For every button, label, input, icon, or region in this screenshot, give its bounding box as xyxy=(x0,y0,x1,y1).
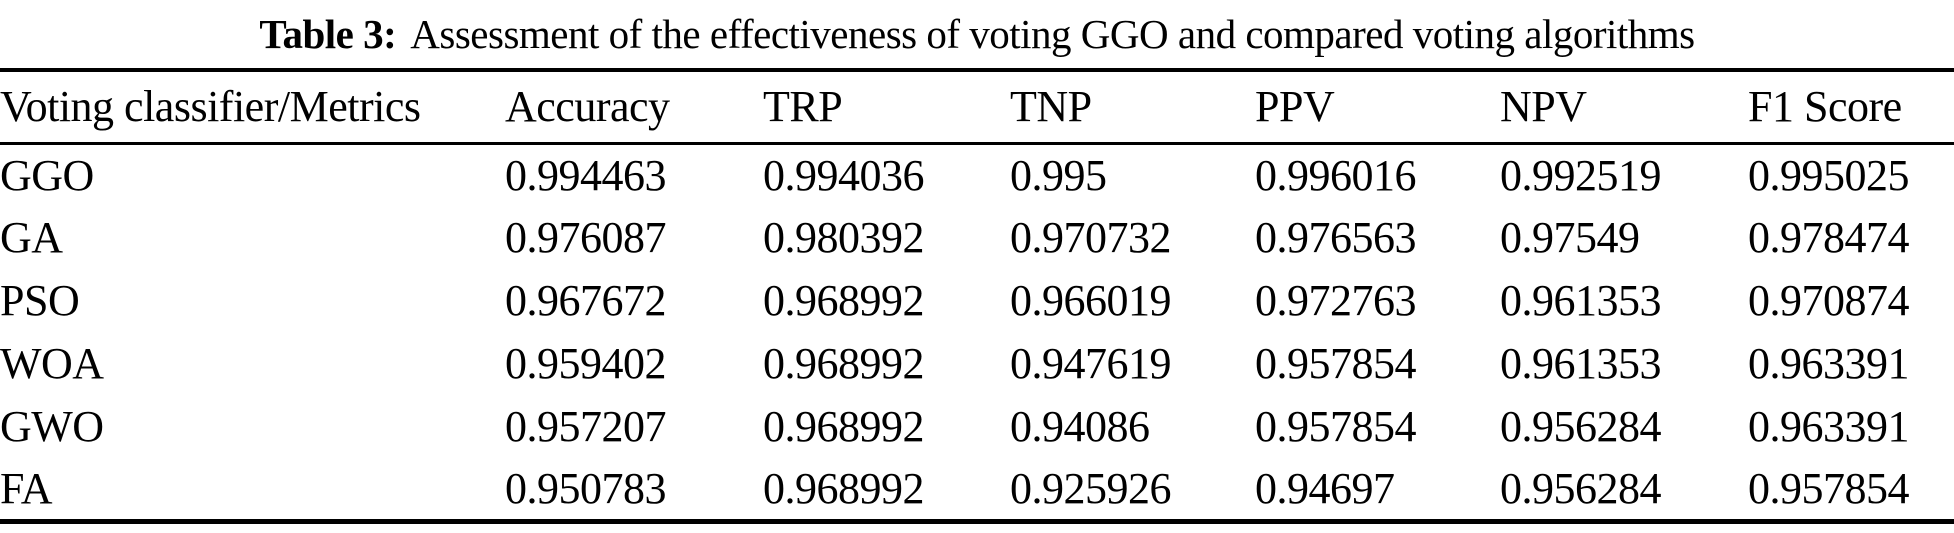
value-cell: 0.950783 xyxy=(505,463,667,513)
value-cell: 0.967672 xyxy=(505,276,667,325)
value-cell: 0.957854 xyxy=(1748,463,1910,513)
value-cell: 0.976563 xyxy=(1255,213,1417,262)
column-header: F1 Score xyxy=(1748,70,1954,145)
value-cell: 0.956284 xyxy=(1500,463,1662,513)
column-header: PPV xyxy=(1255,70,1500,145)
header-row: Voting classifier/Metrics Accuracy TRP TNP P… xyxy=(0,70,1954,145)
column-header: TNP xyxy=(1010,70,1255,145)
value-cell: 0.947619 xyxy=(1010,339,1172,388)
value-cell: 0.961353 xyxy=(1500,276,1662,325)
value-cell: 0.956284 xyxy=(1500,402,1662,451)
table-caption-text: Assessment of the effectiveness of votin… xyxy=(410,11,1695,57)
table-row: GGO 0.994463 0.994036 0.995 0.996016 0.992519… xyxy=(0,143,1954,206)
value-cell: 0.961353 xyxy=(1500,339,1662,388)
value-cell: 0.996016 xyxy=(1255,150,1417,200)
metrics-table: Voting classifier/Metrics Accuracy TRP TNP P… xyxy=(0,68,1954,524)
column-header: TRP xyxy=(763,70,1010,145)
column-header: Accuracy xyxy=(505,70,763,145)
value-cell: 0.963391 xyxy=(1748,402,1910,451)
value-cell: 0.97549 xyxy=(1500,213,1640,262)
table-row: FA 0.950783 0.968992 0.925926 0.94697 0.95628… xyxy=(0,458,1954,521)
value-cell: 0.978474 xyxy=(1748,213,1910,262)
value-cell: 0.925926 xyxy=(1010,463,1172,513)
value-cell: 0.94697 xyxy=(1255,463,1395,513)
value-cell: 0.968992 xyxy=(763,463,925,513)
table-caption-label: Table 3: xyxy=(259,11,397,57)
row-label-cell: GWO xyxy=(0,402,104,451)
table-row: WOA 0.959402 0.968992 0.947619 0.957854 0.961… xyxy=(0,332,1954,395)
value-cell: 0.994463 xyxy=(505,150,667,200)
value-cell: 0.968992 xyxy=(763,339,925,388)
row-label-cell: PSO xyxy=(0,276,80,325)
value-cell: 0.972763 xyxy=(1255,276,1417,325)
value-cell: 0.992519 xyxy=(1500,150,1662,200)
value-cell: 0.966019 xyxy=(1010,276,1172,325)
value-cell: 0.995 xyxy=(1010,150,1107,200)
row-label-cell: GA xyxy=(0,213,63,262)
column-header: Voting classifier/Metrics xyxy=(0,70,505,145)
row-label-cell: GGO xyxy=(0,150,94,200)
table-row: PSO 0.967672 0.968992 0.966019 0.972763 0.961… xyxy=(0,269,1954,332)
value-cell: 0.995025 xyxy=(1748,150,1910,200)
table-row: GWO 0.957207 0.968992 0.94086 0.957854 0.9562… xyxy=(0,395,1954,458)
table-row: GA 0.976087 0.980392 0.970732 0.976563 0.9754… xyxy=(0,206,1954,269)
value-cell: 0.957854 xyxy=(1255,339,1417,388)
value-cell: 0.957207 xyxy=(505,402,667,451)
value-cell: 0.970732 xyxy=(1010,213,1172,262)
row-label-cell: FA xyxy=(0,463,52,513)
value-cell: 0.970874 xyxy=(1748,276,1910,325)
value-cell: 0.968992 xyxy=(763,402,925,451)
column-header: NPV xyxy=(1500,70,1748,145)
row-label-cell: WOA xyxy=(0,339,104,388)
value-cell: 0.959402 xyxy=(505,339,667,388)
value-cell: 0.957854 xyxy=(1255,402,1417,451)
value-cell: 0.994036 xyxy=(763,150,925,200)
value-cell: 0.968992 xyxy=(763,276,925,325)
value-cell: 0.976087 xyxy=(505,213,667,262)
table-caption: Table 3: Assessment of the effectiveness … xyxy=(0,0,1954,68)
value-cell: 0.980392 xyxy=(763,213,925,262)
value-cell: 0.963391 xyxy=(1748,339,1910,388)
value-cell: 0.94086 xyxy=(1010,402,1150,451)
